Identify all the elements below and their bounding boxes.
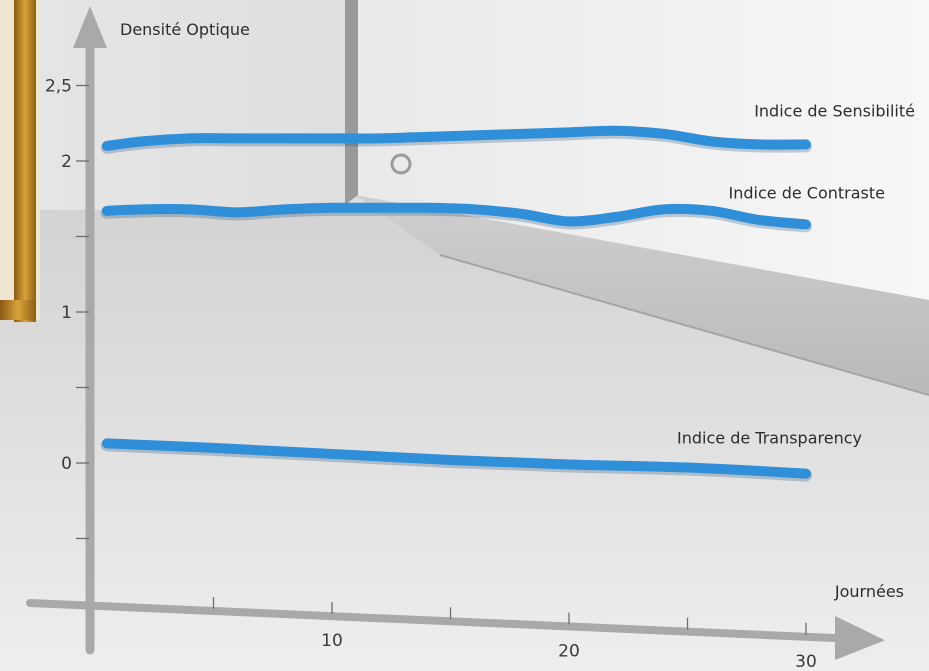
y-tick-label: 0 (61, 454, 72, 474)
y-axis-arrow (73, 6, 107, 48)
y-tick-label: 2,5 (45, 77, 72, 97)
y-ticks: 2,5 2 1 0 (45, 77, 89, 540)
series-line (101, 438, 811, 479)
series-labels: Indice de Sensibilité Indice de Contraste… (677, 101, 915, 447)
series-line (101, 202, 811, 230)
x-axis-title: Journées (834, 582, 904, 601)
x-axis-arrow (835, 616, 885, 661)
y-tick-label: 1 (61, 303, 72, 323)
axes (26, 6, 885, 661)
series-line (101, 125, 811, 151)
series-label: Indice de Sensibilité (754, 101, 915, 120)
x-ticks: 10 20 30 (212, 596, 817, 671)
series-lines (100, 125, 812, 482)
series-label: Indice de Transparency (677, 429, 862, 448)
x-axis-line (26, 599, 849, 643)
x-tick-label: 20 (558, 641, 580, 661)
series-label: Indice de Contraste (729, 183, 885, 202)
x-tick-label: 30 (795, 652, 817, 671)
x-tick-label: 10 (321, 631, 343, 651)
y-axis-title: Densité Optique (120, 20, 250, 39)
y-tick-label: 2 (61, 152, 72, 172)
